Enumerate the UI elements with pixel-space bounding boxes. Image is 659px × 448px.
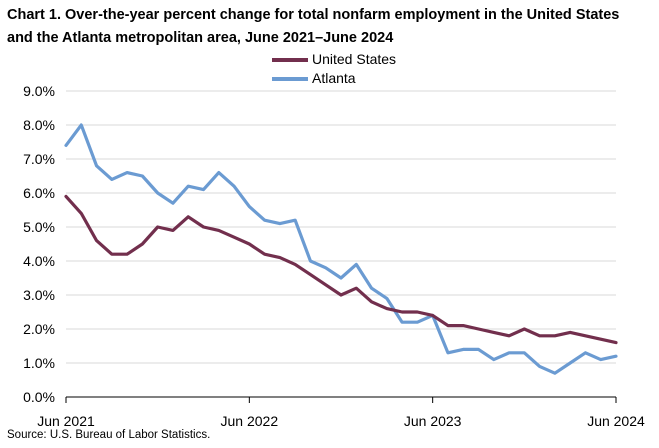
y-tick-label: 5.0%	[23, 219, 55, 235]
y-tick-label: 1.0%	[23, 355, 55, 371]
legend-swatch-united-states	[272, 57, 308, 62]
y-tick-label: 8.0%	[23, 117, 55, 133]
legend-label-united-states: United States	[312, 51, 397, 67]
y-tick-label: 2.0%	[23, 321, 55, 337]
series-line-united-states	[64, 194, 618, 345]
x-tick-label: Jun 2021	[37, 413, 95, 429]
y-tick-label: 3.0%	[23, 287, 55, 303]
x-tick-label: Jun 2022	[221, 413, 279, 429]
legend-item-united-states: United States	[272, 50, 396, 69]
chart-title: Chart 1. Over-the-year percent change fo…	[7, 7, 620, 46]
y-tick-label: 7.0%	[23, 151, 55, 167]
series-line-atlanta	[64, 123, 618, 375]
legend-label-atlanta: Atlanta	[312, 70, 356, 86]
x-tick-label: Jun 2024	[587, 413, 645, 429]
y-tick-label: 6.0%	[23, 185, 55, 201]
x-tick-label: Jun 2023	[404, 413, 462, 429]
y-tick-label: 9.0%	[23, 83, 55, 99]
legend-swatch-atlanta	[272, 76, 308, 81]
source-note: Source: U.S. Bureau of Labor Statistics.	[7, 429, 211, 441]
legend-item-atlanta: Atlanta	[272, 69, 396, 88]
y-tick-label: 4.0%	[23, 253, 55, 269]
y-tick-label: 0.0%	[23, 389, 55, 405]
chart-legend: United States Atlanta	[272, 50, 396, 88]
